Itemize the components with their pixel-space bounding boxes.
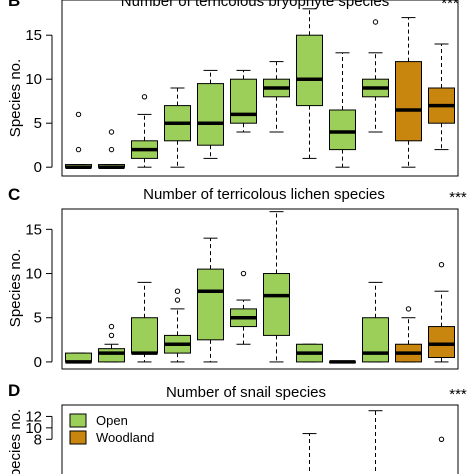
panel-lichens: C Number of terricolous lichen species *…: [7, 185, 467, 371]
outlier-point: [405, 306, 412, 312]
box-2: [98, 129, 125, 169]
box-iqr: [296, 34, 323, 107]
box-12: [438, 436, 445, 442]
box-12: [428, 43, 455, 151]
panel-letter: D: [8, 381, 20, 400]
panel-snails: D Number of snail species *** Species no…: [7, 381, 467, 474]
y-tick-label: 12: [25, 408, 42, 425]
outlier-point: [75, 146, 82, 153]
box-iqr: [131, 317, 158, 354]
y-axis-label: Species no.: [7, 409, 24, 474]
box-10: [362, 281, 389, 363]
y-tick-label: 10: [25, 266, 42, 283]
box-series: [65, 211, 455, 364]
box-10: [362, 19, 389, 133]
box-1: [65, 111, 92, 169]
box-8: [296, 8, 323, 159]
box-6: [230, 69, 257, 133]
box-iqr: [197, 268, 224, 341]
outlier-point: [108, 146, 115, 153]
legend-swatch-woodland: [69, 430, 87, 445]
outlier-point: [438, 436, 445, 442]
box-iqr: [362, 317, 389, 363]
box-iqr: [98, 348, 125, 363]
panel-letter: C: [8, 185, 20, 204]
box-iqr: [263, 273, 290, 336]
box-4: [164, 288, 191, 363]
y-tick-label: 8: [34, 431, 42, 448]
panel-bryophytes: B Number of terricolous bryophyte specie…: [7, 0, 459, 177]
outlier-point: [372, 19, 379, 25]
plot-frame: [61, 404, 459, 474]
legend-label-open: Open: [96, 413, 128, 428]
significance-label: ***: [449, 189, 467, 206]
box-iqr: [428, 326, 455, 359]
box-5: [197, 69, 224, 159]
outlier-point: [141, 94, 148, 100]
box-series: [65, 8, 455, 169]
box-12: [428, 261, 455, 363]
box-9: [329, 360, 356, 364]
y-tick-label: 15: [25, 27, 42, 44]
outlier-point: [108, 323, 115, 330]
y-axis-label: Species no.: [7, 59, 24, 137]
significance-label: ***: [441, 0, 459, 12]
box-8: [296, 343, 323, 363]
y-axis-label: Species no.: [7, 249, 24, 327]
plot-frame: [61, 208, 459, 370]
panel-title: Number of snail species: [166, 384, 326, 401]
panel-letter: B: [8, 0, 20, 10]
panel-title: Number of terricolous lichen species: [143, 186, 385, 203]
y-tick-label: 5: [34, 310, 42, 327]
y-tick-label: 0: [34, 159, 42, 176]
y-axis: 0 5 10 15: [25, 221, 53, 371]
outlier-point: [75, 111, 82, 118]
box-1: [65, 352, 92, 364]
y-tick-label: 15: [25, 221, 42, 238]
box-3: [131, 94, 158, 168]
box-6: [230, 270, 257, 345]
outlier-point: [438, 261, 445, 268]
box-3: [131, 281, 158, 363]
significance-label: ***: [449, 386, 467, 403]
legend: Open Woodland: [69, 413, 154, 445]
box-iqr: [230, 78, 257, 124]
plot-frame: [61, 0, 459, 177]
box-iqr: [395, 61, 422, 142]
box-iqr: [329, 109, 356, 151]
box-2: [98, 323, 125, 363]
panel-title: Number of terricolous bryophyte species: [121, 0, 389, 10]
box-iqr: [197, 83, 224, 146]
legend-label-woodland: Woodland: [96, 430, 154, 445]
outlier-point: [174, 297, 181, 303]
box-4: [164, 87, 191, 168]
box-7: [263, 61, 290, 133]
y-tick-label: 0: [34, 354, 42, 371]
box-8: [302, 433, 317, 474]
box-5: [197, 237, 224, 363]
legend-swatch-open: [69, 413, 87, 428]
outlier-point: [108, 129, 115, 135]
y-axis: 0 5 10 15: [25, 27, 53, 176]
box-10: [368, 410, 383, 474]
box-11: [395, 17, 422, 168]
y-tick-label: 10: [25, 71, 42, 88]
outlier-point: [108, 332, 115, 339]
box-series: [302, 410, 445, 474]
box-9: [329, 52, 356, 168]
outlier-point: [174, 288, 181, 294]
y-tick-label: 10: [25, 420, 42, 437]
outlier-point: [240, 270, 247, 277]
box-11: [395, 306, 422, 363]
box-7: [263, 211, 290, 363]
y-tick-label: 5: [34, 115, 42, 132]
